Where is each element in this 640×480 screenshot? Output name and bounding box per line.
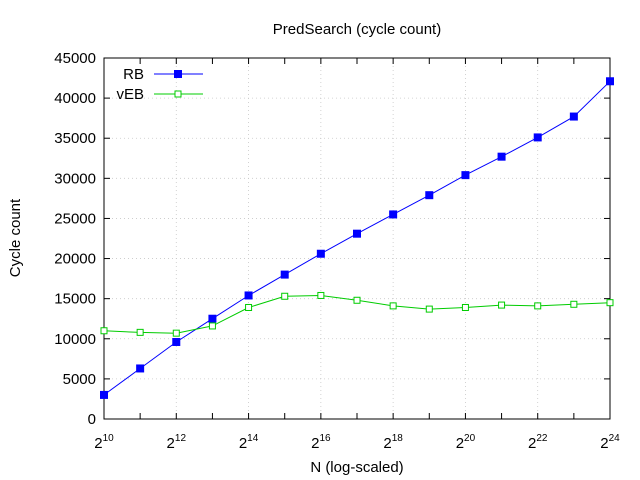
y-tick-label: 40000 (54, 90, 96, 107)
x-tick-label: 214 (239, 433, 259, 452)
chart-title: PredSearch (cycle count) (273, 21, 441, 38)
data-point-rb (389, 210, 398, 219)
data-point-veb (461, 303, 469, 311)
data-point-veb (353, 296, 361, 304)
x-tick-label: 212 (167, 433, 187, 452)
data-point-veb (606, 299, 614, 307)
data-point-veb (570, 300, 578, 308)
data-point-veb (498, 301, 506, 309)
x-tick-label: 220 (456, 433, 476, 452)
data-point-veb (281, 292, 289, 300)
y-axis-label: Cycle count (7, 198, 24, 277)
series-rb (100, 77, 614, 399)
data-point-rb (497, 152, 506, 161)
x-tick-base: 2 (239, 435, 247, 452)
data-point-rb (244, 291, 253, 300)
x-tick-label: 210 (94, 433, 114, 452)
x-tick-label: 218 (383, 433, 403, 452)
x-tick-base: 2 (167, 435, 175, 452)
y-tick-label: 25000 (54, 210, 96, 227)
data-point-rb (533, 133, 542, 142)
x-tick-base: 2 (383, 435, 391, 452)
x-tick-base: 2 (94, 435, 102, 452)
x-tick-label: 216 (311, 433, 331, 452)
data-point-veb (317, 291, 325, 299)
data-point-veb (100, 327, 108, 335)
data-point-veb (136, 328, 144, 336)
y-tick-label: 45000 (54, 50, 96, 67)
y-tick-label: 10000 (54, 331, 96, 348)
y-tick-label: 15000 (54, 291, 96, 308)
x-tick-base: 2 (528, 435, 536, 452)
x-tick-base: 2 (600, 435, 608, 452)
x-tick-base: 2 (456, 435, 464, 452)
x-axis-label: N (log-scaled) (310, 459, 403, 476)
data-point-rb (316, 249, 325, 258)
x-tick-exponent: 18 (392, 433, 404, 444)
grid (104, 58, 610, 419)
legend: RB vEB (116, 66, 203, 103)
y-tick-label: 0 (88, 411, 96, 428)
series-layer (100, 77, 614, 399)
data-point-rb (425, 191, 434, 200)
axes: 0 5000 10000 15000 20000 25000 30000 35000 40000… (54, 50, 620, 452)
legend-label: vEB (116, 86, 144, 103)
x-tick-exponent: 10 (103, 433, 115, 444)
y-tick-label: 20000 (54, 251, 96, 268)
legend-item-rb: RB (123, 66, 203, 83)
legend-label: RB (123, 66, 144, 83)
legend-item-veb: vEB (116, 86, 203, 103)
data-point-rb (606, 77, 614, 86)
data-point-veb (172, 329, 180, 337)
data-point-rb (208, 314, 217, 323)
x-tick-label: 222 (528, 433, 548, 452)
data-point-rb (136, 364, 145, 373)
x-tick-exponent: 16 (319, 433, 331, 444)
data-point-rb (569, 112, 578, 121)
y-tick-label: 30000 (54, 170, 96, 187)
data-point-rb (461, 171, 470, 180)
data-point-veb (534, 302, 542, 310)
y-tick-label: 5000 (63, 371, 96, 388)
data-point-veb (425, 305, 433, 313)
x-tick-exponent: 14 (247, 433, 259, 444)
legend-marker (174, 90, 182, 98)
series-line-rb (103, 80, 611, 396)
data-point-rb (353, 229, 361, 238)
data-point-veb (245, 303, 253, 311)
y-tick-label: 35000 (54, 130, 96, 147)
data-point-rb (172, 337, 181, 346)
data-point-rb (100, 390, 108, 399)
x-tick-label: 224 (600, 433, 620, 452)
series-veb (100, 291, 614, 337)
x-tick-exponent: 24 (609, 433, 621, 444)
x-tick-exponent: 20 (464, 433, 476, 444)
data-point-veb (208, 322, 216, 330)
legend-marker (174, 70, 182, 78)
data-point-rb (280, 270, 289, 279)
plot-frame (103, 57, 611, 420)
x-tick-base: 2 (311, 435, 319, 452)
x-tick-exponent: 12 (175, 433, 187, 444)
x-tick-exponent: 22 (536, 433, 548, 444)
data-point-veb (389, 302, 397, 310)
